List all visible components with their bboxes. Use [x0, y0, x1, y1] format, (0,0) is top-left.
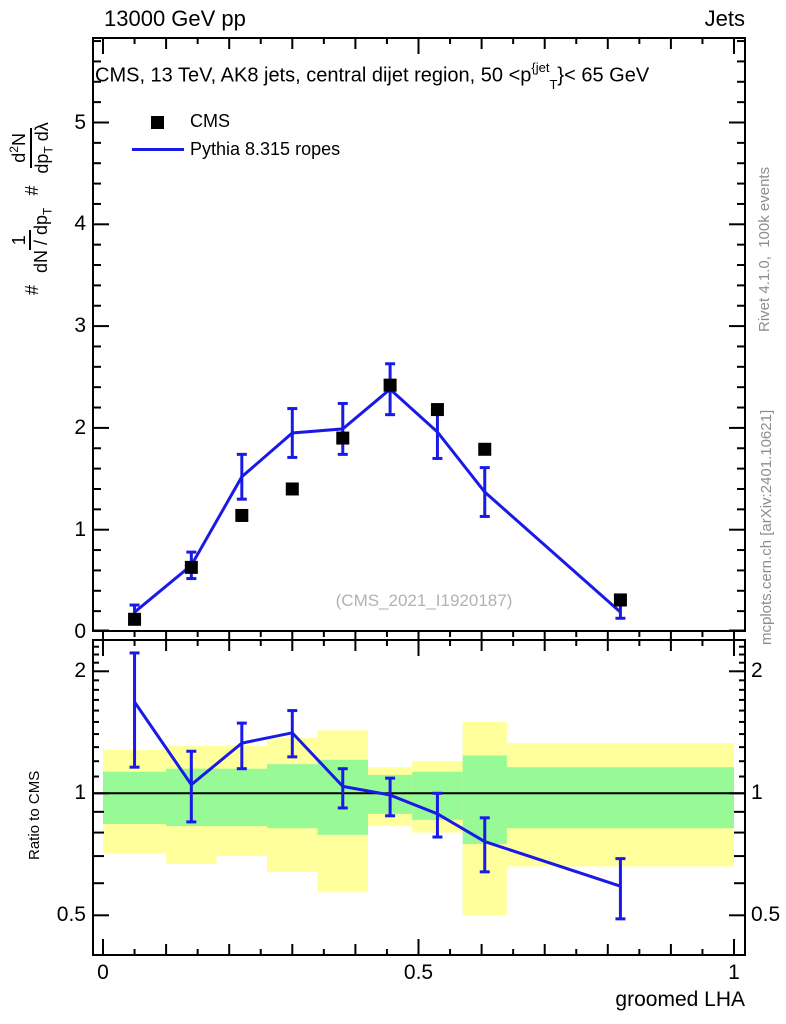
beam-energy-label: 13000 GeV pp — [104, 6, 246, 31]
cms-point — [430, 403, 444, 417]
main-y-tick-label: 4 — [74, 212, 86, 236]
band-stat-uncertainty — [103, 771, 167, 824]
yaxis-frac2-den-dp: dp — [31, 153, 52, 174]
band-stat-uncertainty — [506, 767, 734, 829]
legend-marker-cms — [151, 116, 164, 129]
plot-title-suffix: }< 65 GeV — [557, 64, 650, 87]
main-y-tick-label: 1 — [74, 517, 86, 541]
pythia-errorbars-main — [129, 362, 626, 621]
analysis-group-label: Jets — [704, 6, 745, 31]
cms-point — [235, 508, 249, 522]
ratio-y-tick-label-right: 2 — [751, 659, 763, 683]
mcplots-arxiv-note: mcplots.cern.ch [arXiv:2401.10621] — [758, 409, 775, 645]
plot-title-text: CMS, 13 TeV, AK8 jets, central dijet reg… — [95, 64, 532, 87]
ratio-y-tick-label-left: 0.5 — [56, 903, 86, 927]
legend-label-pythia: Pythia 8.315 ropes — [190, 139, 341, 159]
main-y-axis-title: # 1 dN / dpT # d2N dpT dλ — [7, 117, 56, 295]
band-stat-uncertainty — [267, 764, 318, 829]
pythia-curve-main — [133, 387, 622, 614]
x-axis-title: groomed LHA — [615, 988, 745, 1011]
ratio-y-tick-label-left: 1 — [74, 781, 86, 805]
main-y-tick-label: 5 — [74, 110, 86, 134]
pythia-errorbars-ratio — [129, 651, 626, 921]
cms-point — [285, 482, 299, 496]
cms-data-points — [128, 378, 627, 626]
pythia-curve-ratio — [133, 701, 621, 888]
plot-title-subscript: T — [549, 76, 558, 92]
cms-point — [184, 560, 198, 574]
x-tick-label: 0 — [97, 961, 109, 984]
yaxis-frac2-num-n: N — [9, 133, 29, 147]
ratio-y-tick-label-left: 2 — [74, 659, 86, 683]
plot-title: CMS, 13 TeV, AK8 jets, central dijet reg… — [95, 60, 650, 92]
plot-title-superscript: {jet — [531, 60, 550, 75]
yaxis-frac2-den-sub: T — [41, 146, 56, 154]
ratio-y-tick-label-right: 0.5 — [751, 903, 781, 927]
legend-marker-pythia — [132, 148, 184, 151]
ratio-y-tick-label-right: 1 — [751, 781, 763, 805]
main-y-tick-label: 3 — [74, 314, 86, 338]
tick-marks — [93, 38, 745, 955]
yaxis-frac1-numerator: 1 — [8, 230, 32, 251]
x-tick-label: 1 — [728, 961, 740, 984]
yaxis-hash-2: # — [21, 185, 42, 196]
yaxis-hash-1: # — [21, 284, 42, 295]
cms-point — [336, 431, 350, 445]
x-tick-label: 0.5 — [403, 961, 434, 984]
rivet-version-note: Rivet 4.1.0, 100k events — [756, 166, 773, 332]
main-y-tick-label: 2 — [74, 415, 86, 439]
cms-point — [128, 612, 142, 626]
analysis-id-watermark: (CMS_2021_I1920187) — [335, 591, 513, 610]
band-stat-uncertainty — [216, 768, 268, 827]
yaxis-frac2-num-exp: 2 — [7, 146, 21, 153]
yaxis-frac2-num-d: d — [9, 152, 29, 163]
legend-label-cms: CMS — [190, 111, 230, 131]
uncertainty-bands — [103, 721, 734, 916]
cms-point — [478, 442, 492, 456]
main-y-tick-label: 0 — [74, 619, 86, 643]
cms-point — [613, 593, 627, 607]
yaxis-frac2-numerator: d2N — [7, 128, 32, 168]
cms-point — [383, 378, 397, 392]
